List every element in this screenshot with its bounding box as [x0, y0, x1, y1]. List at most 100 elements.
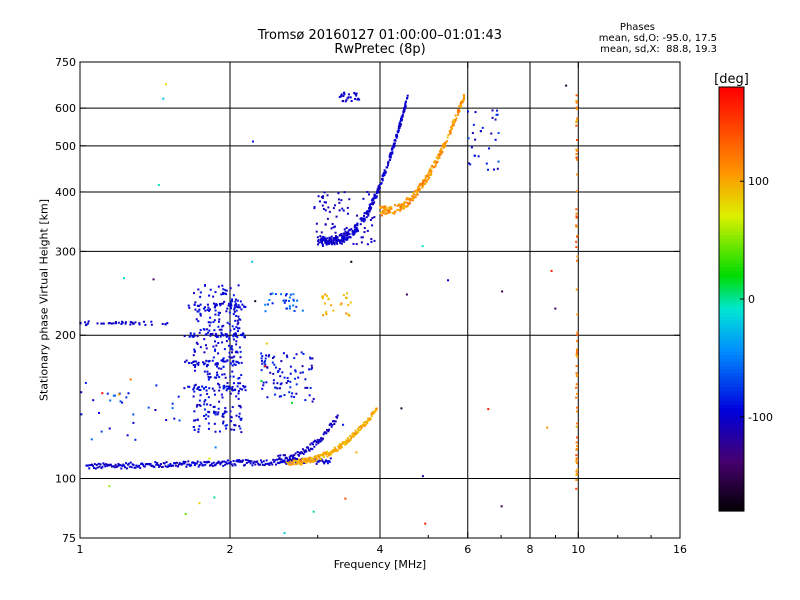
data-point	[447, 279, 450, 282]
data-point	[177, 395, 180, 398]
data-point	[354, 429, 357, 432]
data-point	[332, 309, 335, 312]
data-point	[346, 439, 349, 442]
data-point	[213, 319, 216, 322]
y-tick-label: 400	[55, 186, 76, 199]
data-point	[550, 269, 553, 272]
data-point	[307, 447, 310, 450]
data-point	[202, 387, 205, 390]
data-point	[108, 322, 111, 325]
data-point	[385, 212, 388, 215]
data-point	[316, 441, 319, 444]
data-point	[324, 460, 327, 463]
data-point	[294, 370, 297, 373]
data-point	[321, 235, 324, 238]
data-point	[260, 352, 263, 355]
data-point	[213, 422, 216, 425]
data-point	[342, 100, 345, 103]
data-point	[373, 196, 376, 199]
data-point	[209, 288, 212, 291]
data-point	[235, 314, 238, 317]
data-point	[230, 345, 233, 348]
data-point	[194, 365, 197, 368]
data-point	[104, 465, 107, 468]
data-point	[309, 447, 312, 450]
data-point	[326, 455, 329, 458]
data-point	[261, 355, 264, 358]
data-point	[218, 318, 221, 321]
data-point	[286, 461, 289, 464]
data-point	[452, 119, 455, 122]
data-point	[88, 467, 91, 470]
colorbar-segment	[719, 337, 744, 342]
data-point	[222, 422, 225, 425]
data-point	[211, 465, 214, 468]
data-point	[131, 321, 134, 324]
data-point	[386, 164, 389, 167]
data-point	[241, 303, 244, 306]
data-point	[312, 443, 315, 446]
data-point	[127, 392, 130, 395]
data-point	[345, 99, 348, 102]
data-point	[265, 381, 268, 384]
data-point	[264, 310, 267, 313]
data-point	[211, 387, 214, 390]
data-point	[426, 178, 429, 181]
colorbar-segment	[719, 496, 744, 501]
data-point	[192, 361, 195, 364]
data-point	[415, 190, 418, 193]
data-point	[320, 237, 323, 240]
data-point	[491, 116, 494, 119]
colorbar-segment	[719, 482, 744, 487]
data-point	[213, 393, 216, 396]
data-point	[345, 238, 348, 241]
data-point	[251, 260, 254, 263]
data-point	[327, 206, 330, 209]
data-point	[472, 123, 475, 126]
data-point	[375, 196, 378, 199]
data-point	[260, 357, 263, 360]
data-point	[352, 233, 355, 236]
data-point	[442, 145, 445, 148]
data-point	[348, 233, 351, 236]
data-point	[216, 382, 219, 385]
data-point	[318, 241, 321, 244]
data-point	[338, 239, 341, 242]
data-point	[340, 446, 343, 449]
colorbar-segment	[719, 132, 744, 138]
data-point	[326, 294, 329, 297]
data-point	[381, 205, 384, 208]
data-point	[152, 278, 155, 281]
data-point	[214, 446, 217, 449]
data-point	[370, 414, 373, 417]
data-point	[128, 465, 131, 468]
colorbar-tick-label: 100	[748, 175, 769, 188]
data-point	[447, 133, 450, 136]
y-tick-label: 600	[55, 102, 76, 115]
data-point	[231, 325, 234, 328]
data-point	[290, 461, 293, 464]
data-point	[97, 411, 100, 414]
colorbar-segment	[719, 104, 744, 109]
colorbar-segment	[719, 362, 744, 367]
data-point	[132, 322, 135, 325]
data-point	[207, 410, 210, 413]
data-point	[325, 460, 328, 463]
data-point	[355, 226, 358, 229]
data-point	[370, 413, 373, 416]
colorbar-segment	[719, 433, 744, 438]
data-point	[235, 360, 238, 363]
data-point	[274, 293, 277, 296]
data-point	[432, 166, 435, 169]
colorbar-segment	[719, 111, 744, 116]
data-point	[331, 423, 334, 426]
data-point	[233, 308, 236, 311]
data-point	[321, 459, 324, 462]
data-point	[196, 335, 199, 338]
data-point	[238, 404, 241, 407]
data-point	[216, 461, 219, 464]
data-point	[400, 203, 403, 206]
data-point	[273, 460, 276, 463]
data-point	[324, 209, 327, 212]
data-point	[197, 386, 200, 389]
